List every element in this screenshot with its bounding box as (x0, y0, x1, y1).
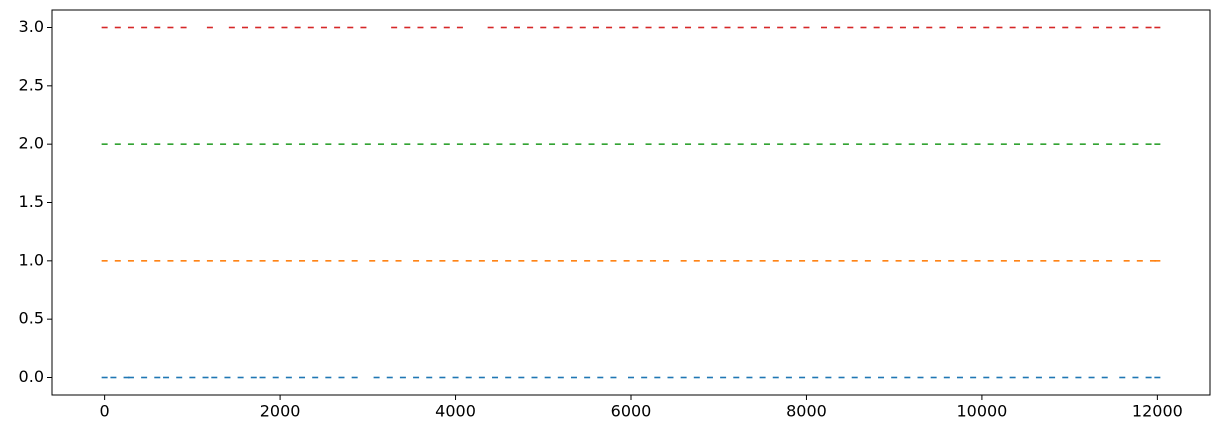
y-tick-label: 1.0 (19, 250, 44, 269)
x-tick-label: 6000 (611, 402, 652, 421)
y-tick-label: 2.0 (19, 134, 44, 153)
y-tick-label: 1.5 (19, 192, 44, 211)
x-tick-label: 0 (100, 402, 110, 421)
y-tick-label: 2.5 (19, 75, 44, 94)
x-tick-label: 2000 (260, 402, 301, 421)
x-tick-label: 10000 (956, 402, 1007, 421)
y-tick-label: 3.0 (19, 17, 44, 36)
y-tick-label: 0.0 (19, 367, 44, 386)
x-tick-label: 8000 (786, 402, 827, 421)
x-tick-label: 4000 (435, 402, 476, 421)
x-tick-label: 12000 (1132, 402, 1183, 421)
y-tick-label: 0.5 (19, 309, 44, 328)
plot-frame (51, 9, 1211, 396)
